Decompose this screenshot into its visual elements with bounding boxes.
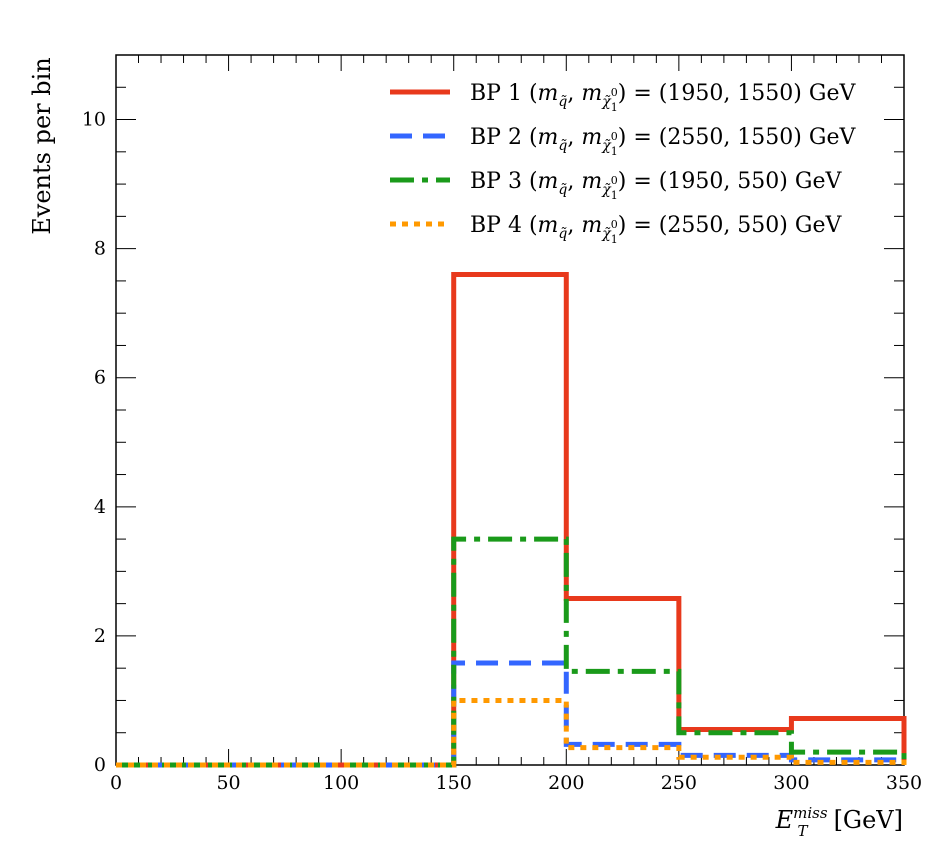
- y-tick-label: 0: [94, 754, 106, 776]
- axis-ticks: [115, 54, 905, 766]
- x-axis-label-unit: [GeV]: [834, 806, 903, 834]
- y-tick-labels: 0 2 4 6 8 10: [82, 109, 106, 776]
- x-tick-label: 150: [436, 772, 472, 794]
- x-axis-label: Emiss T [GeV]: [775, 804, 903, 840]
- legend-label-bp4: BP 4 (mq̃, mχ̃0 1) = (2550, 550) GeV: [470, 213, 842, 246]
- series-line-bp3: [116, 536, 907, 768]
- x-tick-label: 200: [548, 772, 584, 794]
- x-tick-label: 350: [886, 772, 922, 794]
- x-axis-label-sub: T: [798, 822, 809, 840]
- x-tick-label: 250: [661, 772, 697, 794]
- legend-label-bp2: BP 2 (mq̃, mχ̃0 1) = (2550, 1550) GeV: [470, 125, 856, 158]
- series-group: [116, 271, 907, 768]
- x-axis-label-sup: miss: [793, 804, 828, 822]
- x-tick-labels: 0 50 100 150 200 250 300 350: [110, 772, 922, 794]
- y-tick-label: 6: [94, 367, 106, 389]
- legend-label-bp3: BP 3 (mq̃, mχ̃0 1) = (1950, 550) GeV: [470, 169, 842, 202]
- y-tick-label: 8: [94, 238, 106, 260]
- series-line-bp2: [116, 660, 907, 768]
- legend: BP 1 (mq̃, mχ̃0 1) = (1950, 1550) GeV BP 2…: [390, 81, 856, 246]
- y-axis-label: Events per bin: [28, 57, 56, 235]
- x-tick-label: 0: [110, 772, 122, 794]
- plot-frame: [115, 54, 905, 766]
- series-line-bp1: [116, 271, 907, 768]
- y-tick-label: 10: [82, 109, 106, 131]
- y-tick-label: 4: [94, 496, 106, 518]
- x-axis-label-main: E: [775, 806, 794, 834]
- x-tick-label: 100: [323, 772, 359, 794]
- x-tick-label: 300: [773, 772, 809, 794]
- legend-label-bp1: BP 1 (mq̃, mχ̃0 1) = (1950, 1550) GeV: [470, 81, 856, 114]
- x-tick-label: 50: [216, 772, 240, 794]
- y-tick-label: 2: [94, 625, 106, 647]
